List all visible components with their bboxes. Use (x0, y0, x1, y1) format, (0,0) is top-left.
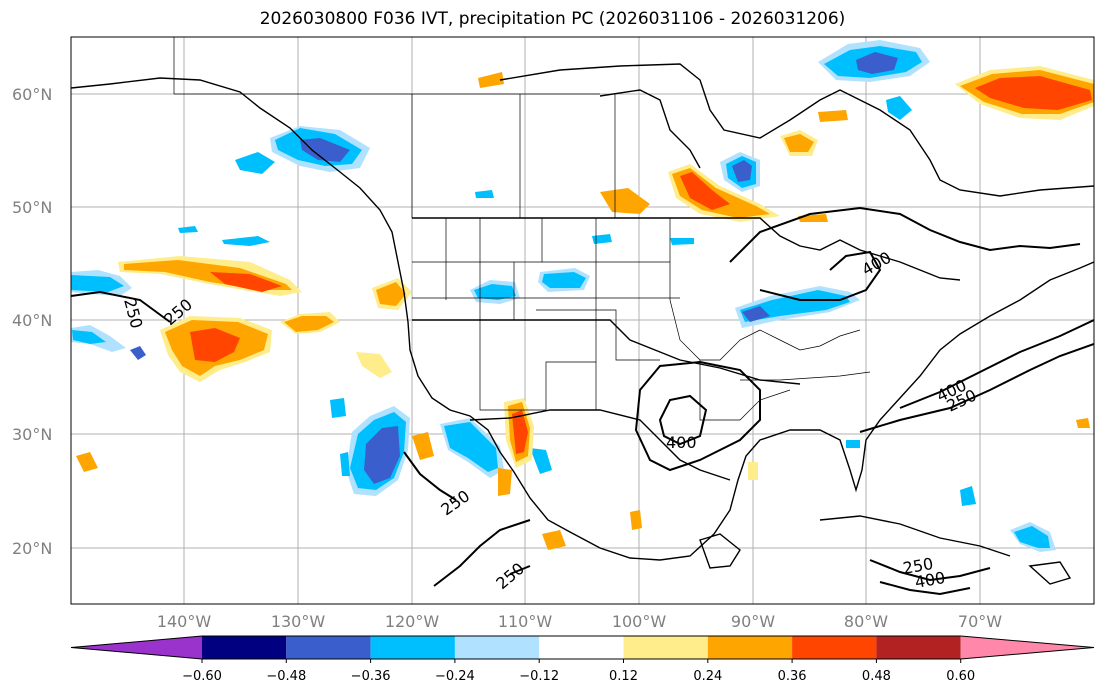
lon-label: 140°W (157, 612, 212, 631)
precip-anomaly-fields (71, 40, 1094, 552)
coastlines-borders (71, 63, 1094, 585)
colorbar-segment (286, 636, 371, 659)
contour-label: 400 (666, 433, 697, 452)
colorbar-tick-label: 0.60 (946, 669, 975, 684)
colorbar-tick-label: −0.48 (266, 669, 306, 684)
colorbar-segment (792, 636, 877, 659)
lon-label: 100°W (612, 612, 667, 631)
lon-label: 90°W (731, 612, 775, 631)
lon-label: 110°W (498, 612, 553, 631)
colorbar-extend-low (71, 636, 202, 659)
colorbar-tick-label: 0.48 (862, 669, 891, 684)
colorbar-segment (370, 636, 455, 659)
colorbar-ticks: −0.60 −0.48 −0.36 −0.24 −0.12 0.12 0.24 0.36 0.4… (182, 659, 975, 684)
colorbar-tick-label: −0.36 (351, 669, 391, 684)
map-panel: 250 250 250 250 400 400 250 400 250 400 (71, 37, 1094, 604)
colorbar-segment (454, 636, 540, 659)
lat-label: 30°N (12, 425, 52, 444)
lat-label: 20°N (12, 539, 52, 558)
colorbar: −0.60 −0.48 −0.36 −0.24 −0.12 0.12 0.24 0.36 0.4… (70, 635, 1095, 684)
colorbar-tick-label: −0.12 (519, 669, 559, 684)
map-title: 2026030800 F036 IVT, precipitation PC (2… (259, 9, 846, 29)
colorbar-segments (70, 635, 1095, 660)
admin-borders (173, 37, 871, 421)
colorbar-tick-label: 0.24 (693, 669, 722, 684)
colorbar-segment (707, 636, 793, 659)
ivt-contours (71, 206, 1094, 596)
longitude-labels: 140°W 130°W 120°W 110°W 100°W 90°W 80°W … (157, 612, 1002, 631)
lon-label: 120°W (385, 612, 440, 631)
lon-label: 80°W (844, 612, 888, 631)
colorbar-tick-label: 0.12 (609, 669, 638, 684)
colorbar-segment (539, 636, 624, 659)
map-frame (70, 36, 1095, 605)
lon-label: 70°W (958, 612, 1002, 631)
colorbar-extend-high (960, 636, 1094, 659)
lat-label: 40°N (12, 311, 52, 330)
colorbar-segment (202, 636, 287, 659)
colorbar-segment (876, 636, 961, 659)
colorbar-tick-label: −0.60 (182, 669, 222, 684)
colorbar-tick-label: −0.24 (435, 669, 475, 684)
latitude-labels: 60°N 50°N 40°N 30°N 20°N (12, 85, 52, 558)
colorbar-segment (623, 636, 708, 659)
lat-label: 50°N (12, 198, 52, 217)
lon-label: 130°W (271, 612, 326, 631)
colorbar-tick-label: 0.36 (778, 669, 807, 684)
lat-label: 60°N (12, 85, 52, 104)
